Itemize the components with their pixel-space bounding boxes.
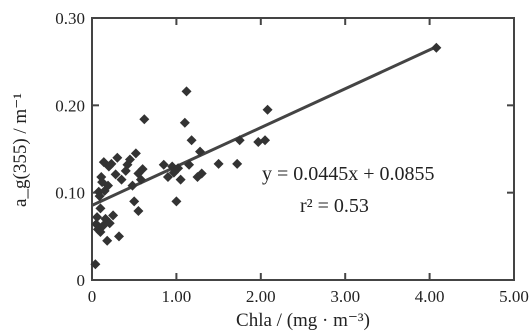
- data-point: [232, 158, 243, 169]
- x-tick-label: 5.00: [499, 287, 529, 306]
- x-tick-label: 3.00: [330, 287, 360, 306]
- data-point: [129, 196, 140, 207]
- data-point: [108, 210, 119, 221]
- x-tick-label: 4.00: [415, 287, 445, 306]
- x-tick-labels: 0 1.00 2.00 3.00 4.00 5.00: [88, 287, 529, 306]
- data-point: [135, 174, 146, 185]
- data-point: [92, 212, 103, 223]
- y-tick-label: 0.10: [55, 184, 85, 203]
- regression-equation: y = 0.0445x + 0.0855: [262, 163, 435, 185]
- data-point: [137, 164, 148, 175]
- data-point: [175, 174, 186, 185]
- data-point: [102, 235, 113, 246]
- data-points: [90, 42, 442, 270]
- data-point: [114, 231, 125, 242]
- x-tick-label: 2.00: [246, 287, 276, 306]
- data-point: [139, 114, 150, 125]
- y-axis-title: a_g(355) / m⁻¹: [10, 93, 31, 207]
- x-axis-title: Chla / (mg · m⁻³): [236, 310, 370, 331]
- x-tick-label: 1.00: [162, 287, 192, 306]
- axis-ticks: [92, 18, 514, 280]
- data-point: [162, 171, 173, 182]
- data-point: [431, 42, 442, 53]
- data-point: [116, 174, 127, 185]
- r-squared-label: r² = 0.53: [300, 195, 369, 217]
- y-tick-label: 0.30: [55, 9, 85, 28]
- plot-frame: [91, 17, 515, 281]
- data-point: [158, 159, 169, 170]
- data-point: [94, 191, 105, 202]
- data-point: [90, 259, 101, 270]
- data-point: [130, 148, 141, 159]
- data-point: [103, 180, 114, 191]
- y-tick-labels: 0 0.10 0.20 0.30: [55, 9, 85, 290]
- data-point: [196, 168, 207, 179]
- data-point: [186, 135, 197, 146]
- regression-line: [91, 45, 437, 207]
- data-point: [213, 158, 224, 169]
- data-point: [253, 137, 264, 148]
- x-tick-label: 0: [88, 287, 97, 306]
- data-point: [110, 169, 121, 180]
- data-point: [179, 117, 190, 128]
- data-point: [173, 163, 184, 174]
- data-point: [181, 86, 192, 97]
- data-point: [95, 203, 106, 214]
- data-point: [106, 158, 117, 169]
- data-point: [184, 159, 195, 170]
- data-point: [133, 206, 144, 217]
- y-tick-label: 0: [77, 271, 86, 290]
- data-point: [104, 218, 115, 229]
- data-point: [127, 180, 138, 191]
- data-point: [260, 135, 271, 146]
- data-point: [112, 152, 123, 163]
- data-point: [195, 146, 206, 157]
- data-point: [171, 196, 182, 207]
- data-point: [234, 135, 245, 146]
- data-point: [124, 154, 135, 165]
- y-tick-label: 0.20: [55, 96, 85, 115]
- data-point: [262, 104, 273, 115]
